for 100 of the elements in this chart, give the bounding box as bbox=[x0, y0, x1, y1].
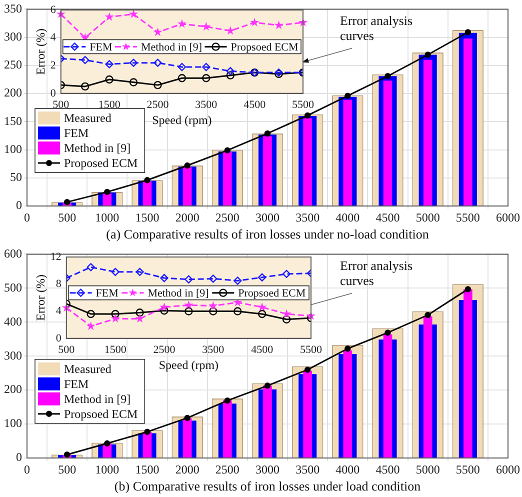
point bbox=[384, 73, 391, 80]
x-tick-label: 3000 bbox=[256, 210, 280, 224]
bar bbox=[182, 418, 192, 458]
y-axis-title: Error (%) bbox=[33, 28, 48, 75]
y-tick-label: 100 bbox=[4, 416, 22, 430]
legend-label: Propsoed ECM bbox=[238, 288, 306, 300]
point bbox=[304, 366, 311, 373]
bar bbox=[343, 100, 352, 206]
point bbox=[464, 29, 472, 36]
y-tick-label: 500 bbox=[4, 280, 22, 294]
point bbox=[274, 20, 284, 30]
y-tick-label: 400 bbox=[4, 314, 22, 328]
point bbox=[258, 273, 266, 282]
point bbox=[128, 9, 138, 18]
point bbox=[184, 162, 190, 169]
bar bbox=[303, 370, 312, 458]
point bbox=[282, 315, 291, 324]
point bbox=[250, 18, 260, 26]
point bbox=[129, 58, 138, 67]
x-tick-label: 4500 bbox=[376, 462, 400, 476]
point bbox=[177, 19, 187, 28]
y-tick-label: 350 bbox=[4, 1, 22, 16]
bar bbox=[383, 80, 392, 206]
point bbox=[81, 82, 90, 91]
point bbox=[105, 75, 114, 84]
bar bbox=[223, 400, 232, 458]
point bbox=[111, 268, 120, 276]
legend-label: FEM bbox=[90, 42, 112, 54]
legend-label: FEM bbox=[64, 126, 90, 140]
point bbox=[258, 302, 267, 312]
y-tick-label: 0 bbox=[16, 198, 22, 212]
x-tick-label: 5000 bbox=[416, 462, 440, 476]
x-axis-title: (a) Comparative results of iron losses under no-load condition bbox=[106, 226, 430, 242]
point bbox=[160, 306, 168, 315]
x-tick-label: 4500 bbox=[376, 210, 400, 224]
y-tick-label: 50 bbox=[10, 170, 22, 184]
x-tick-label: 1500 bbox=[98, 98, 121, 111]
annotation: Error analysis curves bbox=[340, 258, 413, 288]
y-tick-label: 250 bbox=[4, 58, 22, 72]
point bbox=[344, 92, 351, 99]
x-tick-label: 3500 bbox=[195, 98, 218, 111]
legend-label: FEM bbox=[96, 288, 119, 300]
point bbox=[224, 147, 231, 154]
x-tick-label: 3500 bbox=[202, 344, 225, 356]
x-tick-label: 6000 bbox=[496, 210, 520, 224]
bar bbox=[263, 136, 272, 206]
point bbox=[104, 188, 110, 196]
legend-label: Method in [9] bbox=[64, 392, 131, 406]
x-tick-label: 5500 bbox=[292, 98, 314, 111]
bar bbox=[423, 60, 432, 206]
bar bbox=[464, 289, 472, 458]
point bbox=[104, 12, 114, 21]
x-axis-title: Speed (rpm) bbox=[158, 358, 219, 372]
y-tick-label: 12 bbox=[50, 250, 62, 263]
point bbox=[64, 198, 70, 206]
x-tick-label: 2000 bbox=[175, 462, 200, 476]
x-tick-label: 5500 bbox=[300, 344, 322, 356]
x-tick-label: 2000 bbox=[175, 210, 200, 224]
x-axis-title: (b) Comparative results of iron losses under load condition bbox=[114, 478, 422, 494]
bar bbox=[343, 350, 352, 458]
point bbox=[258, 310, 266, 318]
y-tick-label: 0 bbox=[50, 87, 56, 100]
bar bbox=[464, 38, 472, 206]
point bbox=[111, 310, 120, 318]
point bbox=[224, 397, 231, 404]
point bbox=[464, 286, 472, 292]
legend-label: Propsoed ECM bbox=[230, 42, 299, 54]
point bbox=[209, 274, 218, 283]
point bbox=[129, 78, 138, 86]
y-tick-label: 0 bbox=[16, 450, 22, 464]
x-tick-label: 6000 bbox=[496, 462, 520, 476]
x-tick-label: 1500 bbox=[135, 210, 160, 224]
y-tick-label: 150 bbox=[4, 114, 22, 128]
legend-label: Measured bbox=[64, 111, 112, 126]
point bbox=[178, 74, 186, 82]
x-tick-label: 1500 bbox=[104, 344, 127, 356]
bar bbox=[303, 118, 312, 206]
point bbox=[135, 314, 144, 323]
point bbox=[226, 67, 234, 76]
x-tick-label: 3500 bbox=[296, 462, 320, 476]
point bbox=[154, 58, 162, 67]
x-tick-label: 5500 bbox=[456, 462, 480, 476]
y-tick-label: 8 bbox=[56, 278, 62, 290]
point bbox=[64, 452, 70, 458]
x-tick-label: 2500 bbox=[146, 98, 170, 111]
x-tick-label: 3500 bbox=[296, 210, 320, 224]
point bbox=[136, 308, 144, 317]
legend-label: Method in [9] bbox=[64, 141, 131, 156]
point bbox=[202, 62, 210, 72]
y-tick-label: 100 bbox=[4, 142, 22, 156]
point bbox=[234, 307, 242, 316]
x-tick-label: 4500 bbox=[251, 344, 274, 356]
y-tick-label: 300 bbox=[4, 29, 22, 44]
legend-label: Method in [9] bbox=[140, 42, 202, 54]
point bbox=[136, 268, 144, 276]
point bbox=[209, 307, 218, 316]
point bbox=[202, 22, 211, 31]
point bbox=[234, 276, 242, 285]
x-tick-label: 4000 bbox=[336, 210, 360, 224]
point bbox=[264, 382, 271, 389]
